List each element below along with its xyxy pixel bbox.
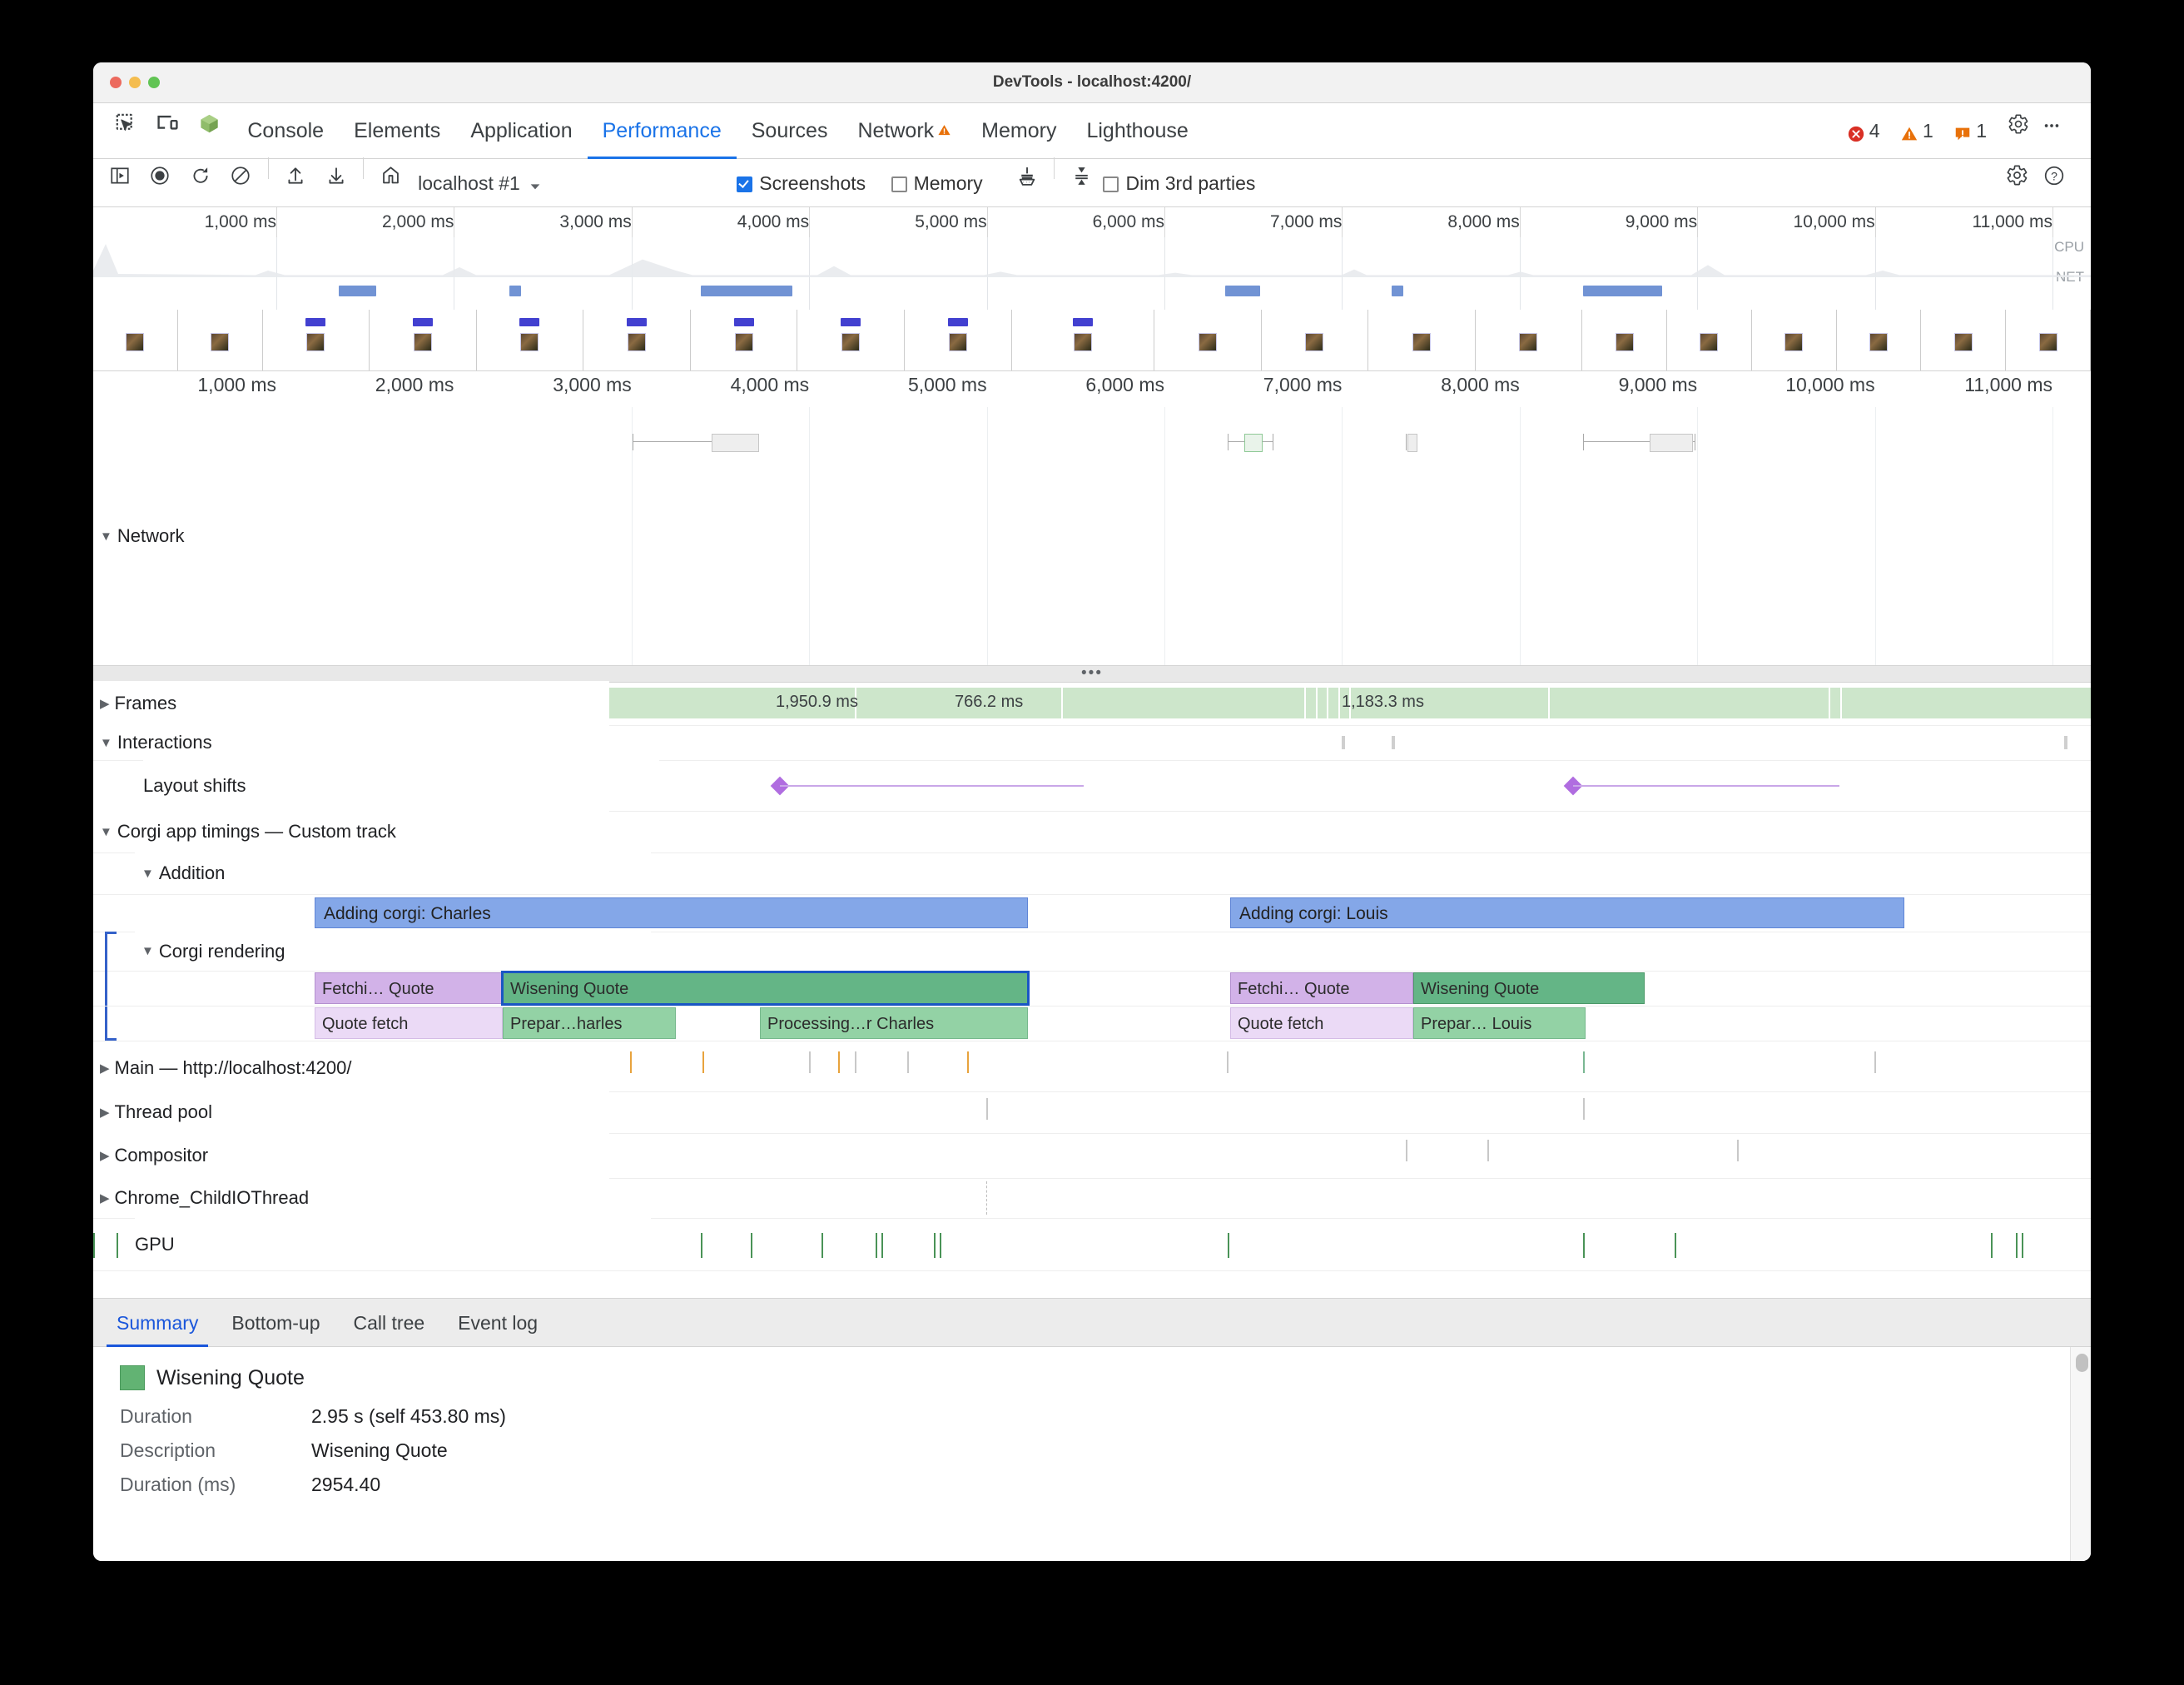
svg-text:?: ?: [2051, 169, 2057, 182]
